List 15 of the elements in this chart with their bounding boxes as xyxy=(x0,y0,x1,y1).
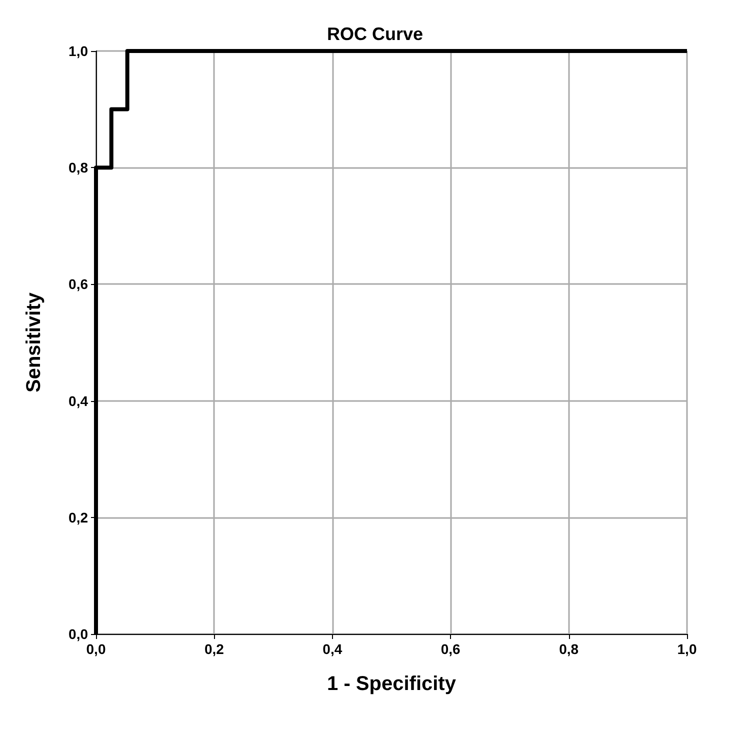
y-axis-title: Sensitivity xyxy=(23,292,45,393)
x-axis-title: 1 - Specificity xyxy=(327,673,457,695)
x-tick-label: 0,6 xyxy=(440,641,461,657)
y-tick-label: 0,2 xyxy=(68,509,88,526)
x-tick-label: 1,0 xyxy=(677,641,697,657)
chart-title: ROC Curve xyxy=(326,24,424,44)
y-tick-label: 0,8 xyxy=(68,160,88,176)
x-tick-label: 0,2 xyxy=(204,641,224,657)
y-tick-label: 1,0 xyxy=(68,43,88,59)
y-tick-label: 0,6 xyxy=(68,276,88,292)
y-tick-label: 0,4 xyxy=(68,392,88,409)
x-tick-label: 0,0 xyxy=(86,641,106,657)
x-tick-label: 0,8 xyxy=(559,641,579,657)
x-tick-label: 0,4 xyxy=(322,641,342,657)
y-tick-label: 0,0 xyxy=(68,626,88,642)
